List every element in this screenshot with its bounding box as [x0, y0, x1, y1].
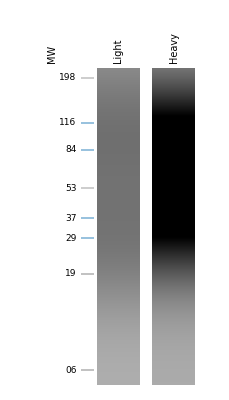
- Text: 198: 198: [59, 73, 76, 82]
- Text: 53: 53: [65, 184, 76, 192]
- Text: 84: 84: [65, 145, 76, 154]
- Text: 37: 37: [65, 214, 76, 222]
- Text: 19: 19: [65, 269, 76, 278]
- Text: Light: Light: [113, 39, 123, 63]
- Text: 116: 116: [59, 118, 76, 127]
- Text: 29: 29: [65, 234, 76, 243]
- Text: Heavy: Heavy: [169, 32, 179, 63]
- Text: MW: MW: [47, 45, 57, 63]
- Text: 06: 06: [65, 366, 76, 375]
